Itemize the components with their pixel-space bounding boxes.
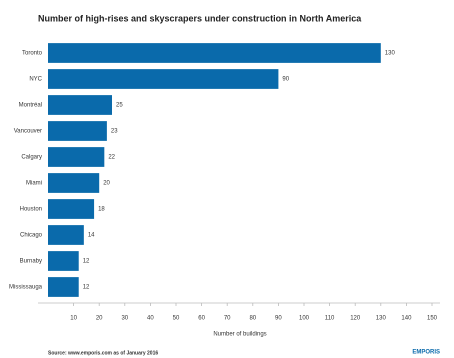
- y-tick-label: Montréal: [19, 103, 42, 109]
- chart-title: Number of high-rises and skyscrapers und…: [38, 13, 362, 23]
- source: Source: www.emporis.com as of January 20…: [48, 350, 158, 356]
- value-label: 90: [282, 77, 289, 83]
- y-tick-label: NYC: [29, 77, 42, 83]
- x-tick-label: 10: [70, 316, 77, 322]
- y-tick-label: Mississauga: [9, 285, 43, 291]
- x-tick-label: 140: [401, 316, 412, 322]
- x-tick-label: 60: [198, 316, 205, 322]
- x-tick-label: 110: [325, 316, 335, 322]
- x-axis-label: Number of buildings: [213, 332, 266, 338]
- y-tick-label: Houston: [20, 207, 42, 213]
- bar: [48, 225, 84, 245]
- x-tick-label: 40: [147, 316, 154, 322]
- x-tick-label: 50: [173, 316, 180, 322]
- bar: [48, 251, 79, 271]
- x-tick-label: 30: [121, 316, 128, 322]
- y-tick-label: Vancouver: [14, 129, 42, 135]
- bar: [48, 199, 95, 219]
- value-label: 14: [88, 233, 95, 239]
- value-label: 25: [116, 103, 123, 109]
- x-tick-label: 70: [224, 316, 231, 322]
- y-tick-label: Chicago: [20, 233, 43, 239]
- value-label: 130: [385, 51, 396, 57]
- value-label: 12: [83, 259, 90, 265]
- bar: [48, 277, 79, 297]
- y-tick-label: Burnaby: [20, 259, 42, 265]
- bar: [48, 69, 279, 89]
- x-tick-label: 100: [299, 316, 310, 322]
- value-label: 23: [111, 129, 118, 135]
- logo: EMPORIS: [412, 350, 440, 356]
- x-tick-label: 20: [96, 316, 103, 322]
- value-label: 22: [108, 155, 115, 161]
- x-tick-label: 80: [249, 316, 256, 322]
- x-tick-label: 130: [376, 316, 387, 322]
- x-tick-label: 150: [427, 316, 438, 322]
- bar: [48, 121, 107, 141]
- y-tick-label: Miami: [26, 181, 42, 187]
- bar: [48, 147, 105, 167]
- value-label: 18: [98, 207, 105, 213]
- bar: [48, 95, 112, 115]
- x-tick-label: 90: [275, 316, 282, 322]
- x-tick-label: 120: [350, 316, 361, 322]
- y-tick-label: Calgary: [21, 155, 42, 161]
- bar: [48, 43, 381, 63]
- bar: [48, 173, 100, 193]
- value-label: 20: [103, 181, 110, 187]
- value-label: 12: [83, 285, 90, 291]
- y-tick-label: Toronto: [22, 51, 43, 57]
